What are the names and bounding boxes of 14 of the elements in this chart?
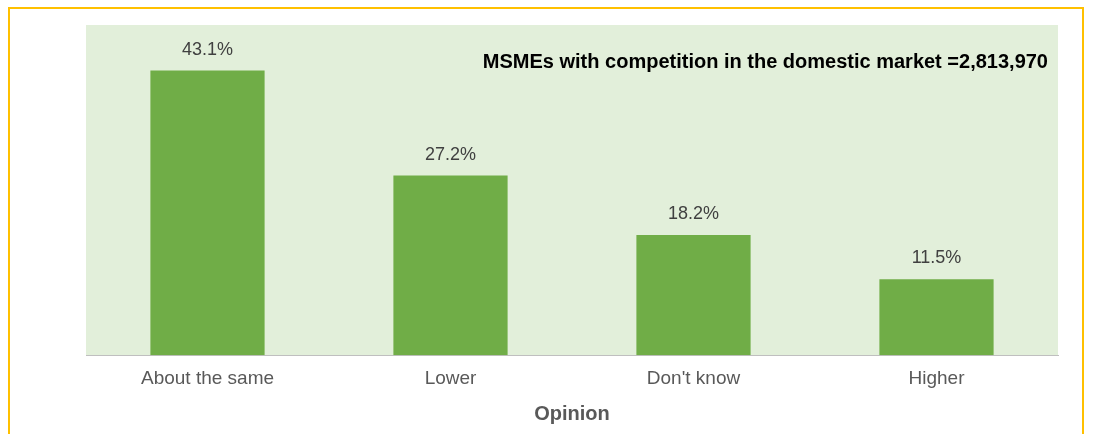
data-label: 43.1% (181, 38, 234, 59)
bar (150, 70, 265, 356)
x-tick-label: Higher (908, 366, 966, 388)
data-label: 11.5% (911, 247, 962, 268)
data-label: 18.2% (667, 202, 720, 223)
data-label: 27.2% (424, 143, 477, 164)
bar (879, 279, 994, 356)
x-tick-label: Don't know (646, 366, 741, 388)
x-axis-title: Opinion (534, 401, 610, 424)
annotation: MSMEs with competition in the domestic market =2,813,970 (482, 49, 1048, 72)
x-tick-label: Lower (424, 366, 478, 388)
bar (393, 175, 508, 356)
x-tick-label: About the same (140, 366, 275, 388)
bar (636, 235, 751, 356)
